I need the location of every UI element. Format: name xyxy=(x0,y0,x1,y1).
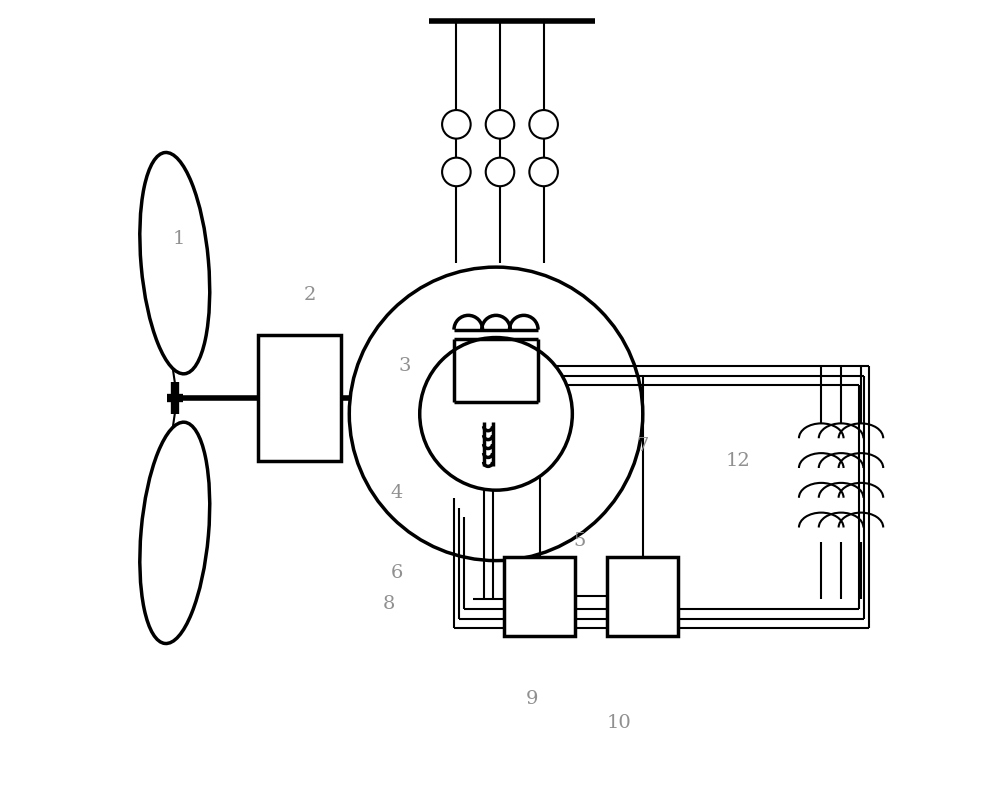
Circle shape xyxy=(529,158,558,186)
Bar xyxy=(258,334,341,462)
Text: 9: 9 xyxy=(525,690,538,708)
Text: 4: 4 xyxy=(391,484,403,502)
Ellipse shape xyxy=(140,153,210,374)
Text: 10: 10 xyxy=(607,714,631,732)
Text: 12: 12 xyxy=(726,452,750,470)
Text: 11: 11 xyxy=(622,603,647,621)
Ellipse shape xyxy=(140,422,210,643)
Circle shape xyxy=(486,158,514,186)
Text: 7: 7 xyxy=(637,436,649,455)
Circle shape xyxy=(529,110,558,139)
Circle shape xyxy=(486,110,514,139)
Text: 8: 8 xyxy=(383,595,395,613)
Circle shape xyxy=(420,338,572,490)
Circle shape xyxy=(442,158,471,186)
Text: 5: 5 xyxy=(573,532,586,550)
Bar xyxy=(607,556,678,636)
Circle shape xyxy=(442,110,471,139)
Text: 6: 6 xyxy=(391,564,403,582)
Text: 2: 2 xyxy=(303,286,316,304)
Bar xyxy=(504,556,575,636)
Circle shape xyxy=(349,267,643,560)
Text: 3: 3 xyxy=(399,357,411,375)
Text: 1: 1 xyxy=(173,230,185,248)
